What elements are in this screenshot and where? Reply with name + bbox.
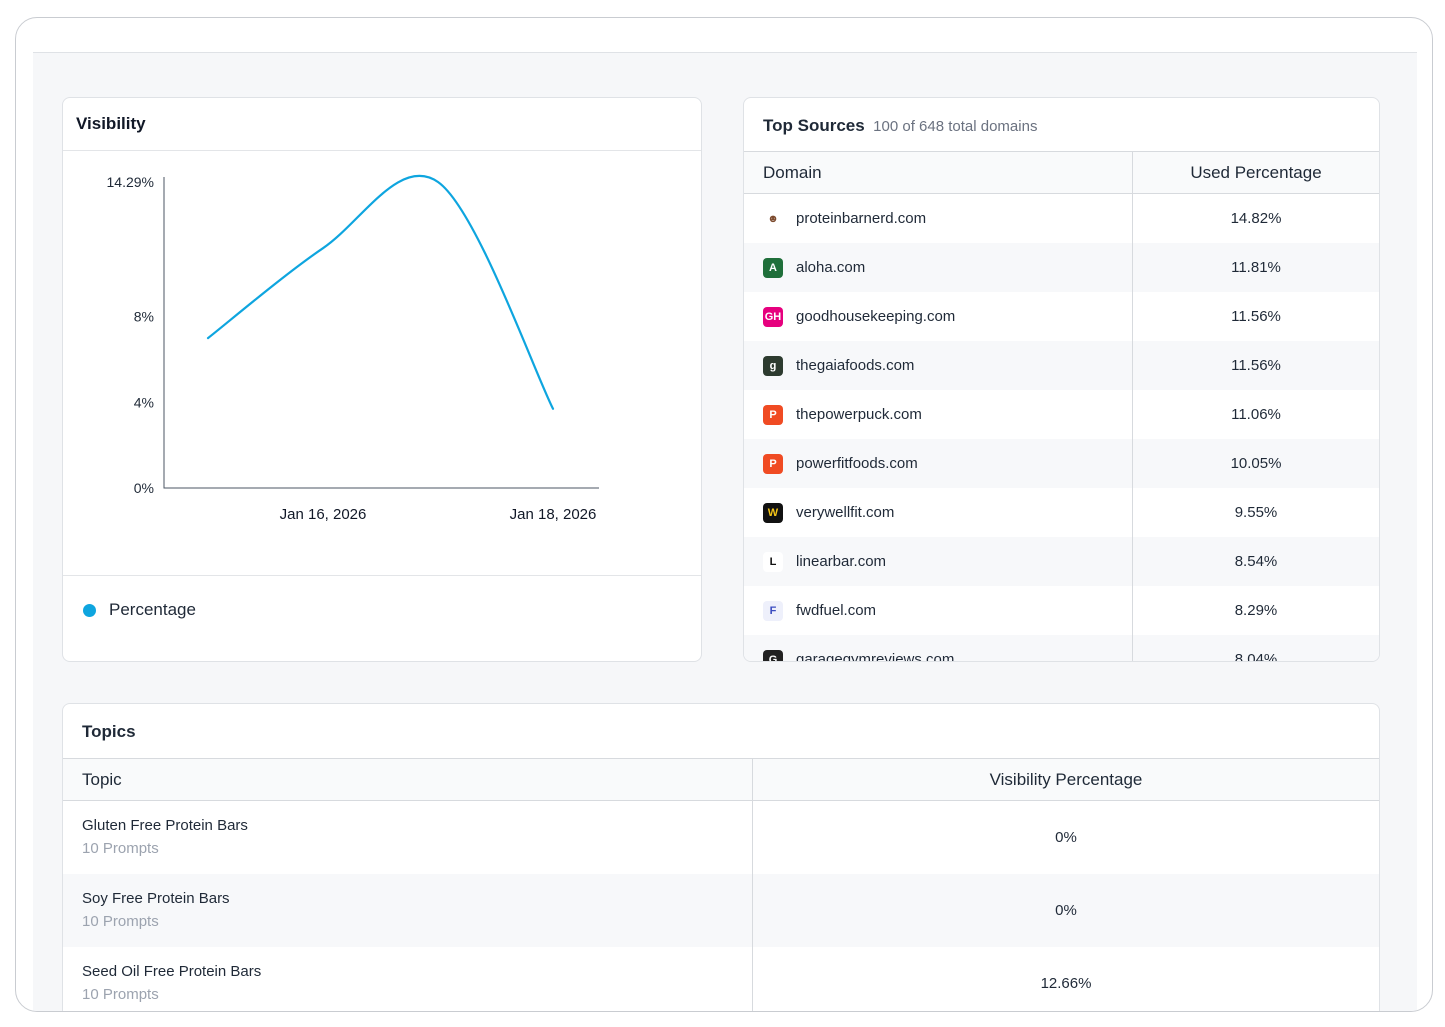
used-percentage-cell: 14.82% xyxy=(1230,210,1282,227)
used-percentage-cell: 8.04% xyxy=(1234,651,1278,662)
y-tick-label: 8% xyxy=(134,309,154,325)
garagegym-logo-icon: G xyxy=(763,649,783,661)
table-row[interactable]: g thegaiafoods.com 11.56% xyxy=(744,341,1379,390)
visibility-percentage-cell: 12.66% xyxy=(1040,975,1092,992)
legend-label: Percentage xyxy=(109,600,196,619)
used-percentage-cell: 11.56% xyxy=(1231,357,1281,374)
topic-cell: Gluten Free Protein Bars 10 Prompts xyxy=(63,801,753,874)
table-row[interactable]: GH goodhousekeeping.com 11.56% xyxy=(744,292,1379,341)
topic-name[interactable]: Soy Free Protein Bars xyxy=(82,890,230,907)
domain-cell: ☻ proteinbarnerd.com xyxy=(744,194,1133,243)
used-percentage-cell: 10.05% xyxy=(1230,455,1282,472)
top-sources-title: Top Sources xyxy=(763,116,865,135)
fwdfuel-logo-icon: F xyxy=(763,600,783,621)
sources-table: Domain Used Percentage ☻ proteinbarnerd.c… xyxy=(744,152,1379,662)
verywellfit-logo-icon: W xyxy=(763,502,783,523)
gh-logo-icon: GH xyxy=(763,306,783,327)
series-line-percentage[interactable] xyxy=(206,174,555,410)
used-percentage-cell: 11.56% xyxy=(1231,308,1281,325)
domain-name[interactable]: thegaiafoods.com xyxy=(796,357,915,374)
topic-cell: Seed Oil Free Protein Bars 10 Prompts xyxy=(63,947,753,1011)
visibility-card: Visibility 14.29% 8% 4% 0% Jan 16, 2026 Jan 1… xyxy=(62,97,702,662)
topics-title: Topics xyxy=(63,704,1379,759)
table-row[interactable]: Soy Free Protein Bars 10 Prompts 0% xyxy=(63,874,1379,947)
topic-name[interactable]: Seed Oil Free Protein Bars xyxy=(82,963,262,980)
top-sources-header: Top Sources 100 of 648 total domains xyxy=(744,98,1379,152)
domain-name[interactable]: goodhousekeeping.com xyxy=(796,308,956,325)
top-sources-card: Top Sources 100 of 648 total domains Dom… xyxy=(743,97,1380,662)
domain-name[interactable]: fwdfuel.com xyxy=(796,602,877,619)
used-percentage-cell: 11.81% xyxy=(1231,259,1281,276)
used-percentage-cell: 8.54% xyxy=(1234,553,1278,570)
topics-table-header: Topic Visibility Percentage xyxy=(63,759,1379,801)
top-sources-subtitle: 100 of 648 total domains xyxy=(873,118,1038,135)
visibility-percentage-cell: 0% xyxy=(1055,902,1077,919)
visibility-percentage-cell: 0% xyxy=(1055,829,1077,846)
visibility-title: Visibility xyxy=(63,98,701,151)
used-percentage-cell: 9.55% xyxy=(1234,504,1278,521)
sources-table-header: Domain Used Percentage xyxy=(744,152,1379,194)
domain-name[interactable]: verywellfit.com xyxy=(796,504,895,521)
topic-prompt-count: 10 Prompts xyxy=(82,840,159,857)
chart-axes xyxy=(163,177,599,489)
topic-cell: Soy Free Protein Bars 10 Prompts xyxy=(63,874,753,947)
topic-prompt-count: 10 Prompts xyxy=(82,913,159,930)
aloha-leaf-icon: A xyxy=(763,257,783,278)
topic-column-header[interactable]: Topic xyxy=(63,759,753,800)
y-tick-label: 4% xyxy=(134,394,154,410)
domain-name[interactable]: garagegymreviews.com xyxy=(796,651,955,662)
topics-table-body: Gluten Free Protein Bars 10 Prompts 0% Soy … xyxy=(63,801,1379,1011)
visibility-percentage-column-header[interactable]: Visibility Percentage xyxy=(989,770,1143,789)
domain-name[interactable]: thepowerpuck.com xyxy=(796,406,922,423)
powerpuck-logo-icon: P xyxy=(763,404,783,425)
x-tick-label: Jan 16, 2026 xyxy=(280,506,367,523)
y-tick-label: 0% xyxy=(134,480,154,496)
visibility-line-chart: 14.29% 8% 4% 0% Jan 16, 2026 Jan 18, 2026 xyxy=(107,174,599,523)
topic-name[interactable]: Gluten Free Protein Bars xyxy=(82,817,248,834)
used-percentage-cell: 11.06% xyxy=(1231,406,1281,423)
y-tick-label: 14.29% xyxy=(107,174,154,190)
legend-dot-icon xyxy=(83,604,96,617)
used-percentage-column-header[interactable]: Used Percentage xyxy=(1190,163,1322,182)
domain-name[interactable]: linearbar.com xyxy=(796,553,887,570)
nerd-avatar-icon: ☻ xyxy=(763,208,783,229)
topic-prompt-count: 10 Prompts xyxy=(82,986,159,1003)
topics-card: Topics Topic Visibility Percentage Glute… xyxy=(62,703,1380,1011)
used-percentage-cell: 8.29% xyxy=(1234,602,1278,619)
x-tick-label: Jan 18, 2026 xyxy=(510,506,597,523)
visibility-chart: 14.29% 8% 4% 0% Jan 16, 2026 Jan 18, 2026 xyxy=(63,151,701,576)
domain-name[interactable]: proteinbarnerd.com xyxy=(796,210,927,227)
table-row[interactable]: ☻ proteinbarnerd.com 14.82% xyxy=(744,194,1379,243)
domain-cell: GH goodhousekeeping.com xyxy=(744,292,1133,341)
domain-cell: g thegaiafoods.com xyxy=(744,341,1133,390)
table-row[interactable]: Gluten Free Protein Bars 10 Prompts 0% xyxy=(63,801,1379,874)
powerfit-logo-icon: P xyxy=(763,453,783,474)
chart-legend[interactable]: Percentage xyxy=(63,576,701,661)
domain-column-header[interactable]: Domain xyxy=(744,152,1133,193)
domain-name[interactable]: aloha.com xyxy=(796,259,866,276)
table-row[interactable]: Seed Oil Free Protein Bars 10 Prompts 12.6… xyxy=(63,947,1379,1011)
gaia-logo-icon: g xyxy=(763,355,783,376)
app-frame: Visibility 14.29% 8% 4% 0% Jan 16, 2026 Jan 1… xyxy=(15,17,1433,1012)
domain-name[interactable]: powerfitfoods.com xyxy=(796,455,918,472)
linearbar-logo-icon: L xyxy=(763,551,783,572)
